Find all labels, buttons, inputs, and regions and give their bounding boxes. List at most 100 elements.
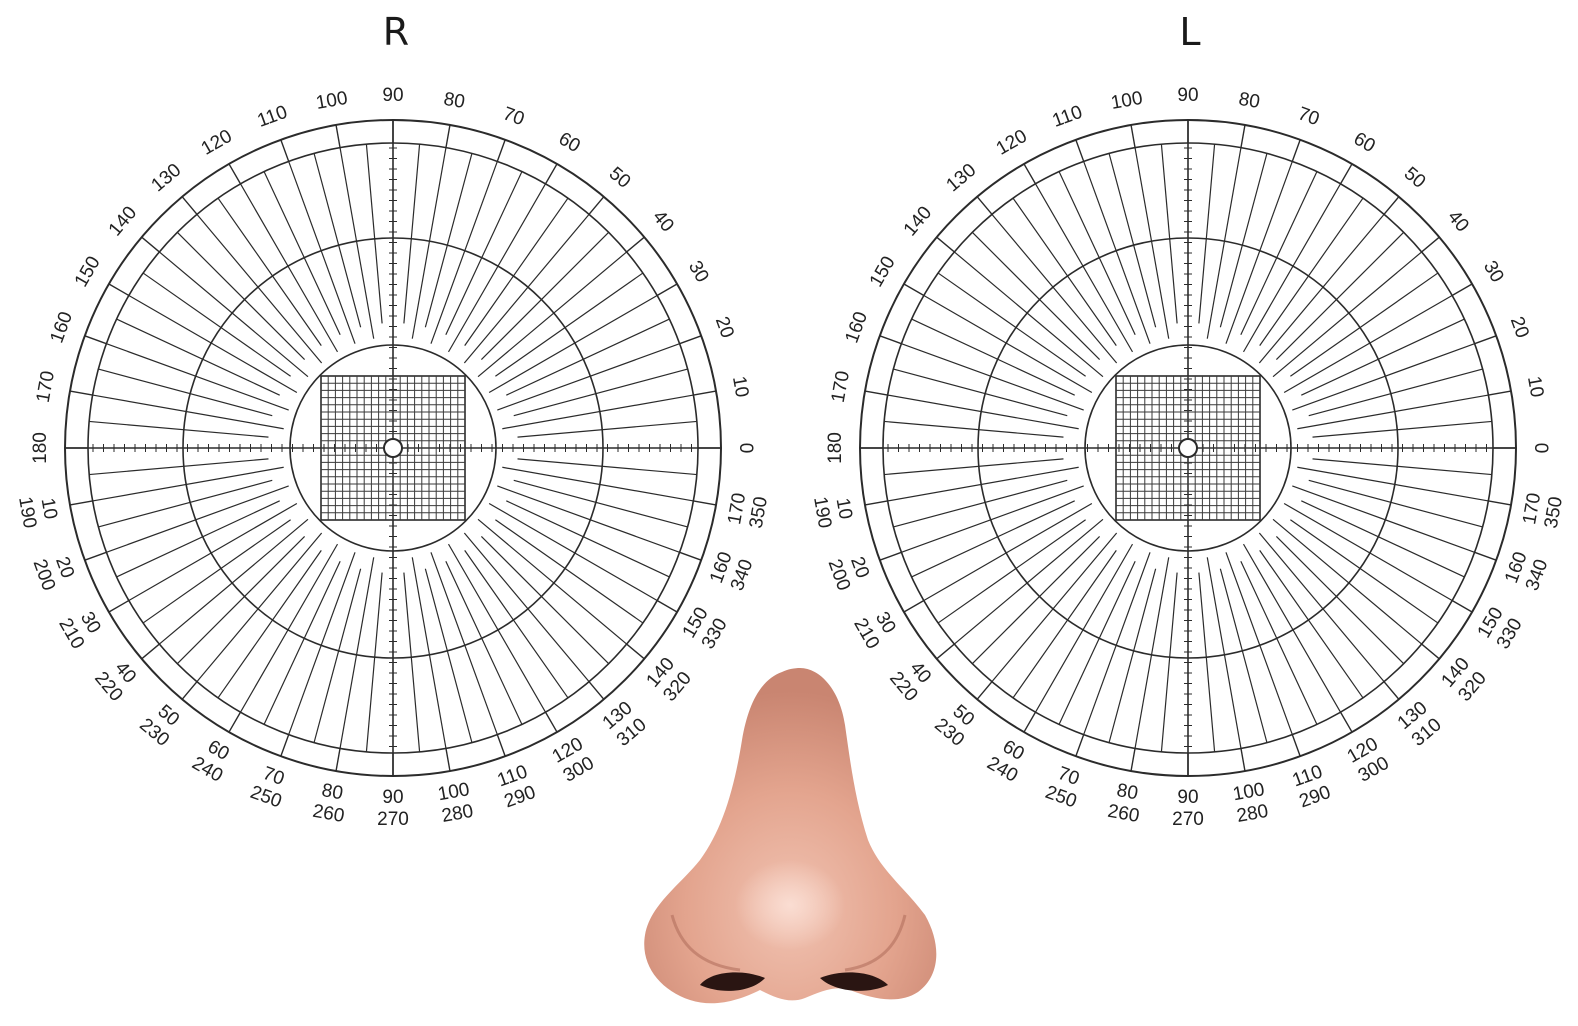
left-radial-line (1083, 161, 1151, 344)
left-degree-label: 160 (841, 309, 872, 346)
right-outer-spoke (181, 681, 198, 700)
left-eye-grid (859, 119, 1517, 777)
left-radial-line (893, 368, 1068, 417)
left-radial-line (1134, 557, 1170, 749)
left-radial-line (1108, 568, 1157, 743)
right-outer-spoke (141, 236, 160, 253)
right-lower-outer-label: 270 (377, 809, 409, 830)
left-radial-line (991, 532, 1118, 683)
left-degree-label: 0 (1530, 443, 1551, 454)
left-degree-label: 130 (943, 160, 981, 196)
left-radial-line (1283, 502, 1453, 602)
right-radial-line (488, 502, 658, 602)
right-outer-spoke (496, 139, 506, 162)
left-outer-spoke (1075, 139, 1085, 162)
right-radial-line (497, 485, 680, 553)
right-outer-spoke (544, 163, 558, 185)
left-radial-line (1240, 171, 1318, 335)
left-radial-line (1012, 197, 1117, 346)
right-outer-spoke (626, 236, 645, 253)
right-radial-line (480, 535, 610, 665)
left-lower-inner-label: 90 (1177, 787, 1198, 808)
left-outer-spoke (1075, 734, 1085, 757)
left-outer-spoke (1023, 163, 1037, 185)
right-degree-label: 140 (105, 203, 141, 241)
left-outer-spoke (1240, 124, 1246, 148)
nose-tip-highlight (735, 860, 845, 950)
left-radial-line (1225, 552, 1293, 735)
right-degree-label: 110 (255, 102, 291, 132)
right-radial-line (411, 147, 447, 339)
left-outer-spoke (1130, 748, 1136, 772)
right-radial-line (176, 231, 306, 361)
right-radial-line (217, 197, 322, 346)
left-radial-line (1275, 535, 1405, 665)
right-outer-spoke (693, 390, 717, 396)
right-degree-label: 80 (442, 89, 466, 113)
left-lower-outer-label: 190 (809, 495, 835, 530)
right-degree-label: 160 (46, 309, 77, 346)
left-radial-line (911, 318, 1075, 396)
right-degree-label: 40 (648, 207, 678, 237)
right-radial-line (239, 183, 339, 353)
nose-illustration (644, 668, 937, 1004)
right-outer-spoke (656, 283, 678, 297)
left-degree-label: 120 (993, 126, 1031, 160)
right-radial-line (339, 557, 375, 749)
right-radial-line (288, 552, 356, 735)
right-radial-line (263, 561, 341, 725)
left-degree-label: 20 (1506, 314, 1533, 341)
right-eye-title: R (383, 10, 409, 54)
left-radial-line (887, 394, 1079, 430)
left-radial-line (937, 519, 1086, 624)
left-radial-line (1034, 543, 1134, 713)
right-radial-line (517, 420, 697, 438)
right-radial-line (158, 251, 309, 378)
left-radial-line (1290, 519, 1439, 624)
left-outer-spoke (1291, 139, 1301, 162)
right-outer-spoke (141, 643, 160, 660)
right-radial-line (116, 500, 280, 578)
left-radial-line (1312, 420, 1492, 438)
right-radial-line (430, 552, 498, 735)
left-outer-spoke (864, 390, 888, 396)
right-degree-label: 150 (71, 253, 105, 291)
right-eye-grid (64, 119, 722, 777)
left-eye-title: L (1179, 10, 1200, 54)
right-radial-line (128, 294, 298, 394)
left-radial-line (1283, 294, 1453, 394)
left-radial-line (1292, 343, 1475, 411)
nose-left-wing-shadow (670, 914, 741, 972)
right-lower-inner-label: 10 (37, 496, 61, 520)
left-radial-line (1219, 153, 1268, 328)
right-radial-line (447, 183, 547, 353)
left-outer-spoke (1383, 681, 1400, 700)
right-radial-line (411, 557, 447, 749)
right-degree-label: 130 (148, 160, 186, 196)
right-radial-line (313, 568, 362, 743)
right-outer-spoke (108, 599, 130, 613)
right-outer-spoke (335, 748, 341, 772)
left-radial-line (971, 535, 1101, 665)
right-degree-label: 100 (314, 88, 349, 114)
left-radial-line (1258, 213, 1385, 364)
left-radial-line (901, 485, 1084, 553)
right-outer-spoke (108, 283, 130, 297)
right-radial-line (445, 171, 523, 335)
right-radial-line (106, 485, 289, 553)
right-radial-line (513, 368, 688, 417)
right-radial-line (477, 518, 628, 645)
left-lower-outer-label: 260 (1106, 801, 1141, 827)
left-radial-line (1242, 183, 1342, 353)
left-degree-label: 180 (825, 432, 846, 464)
right-radial-line (513, 479, 688, 528)
right-radial-line (98, 479, 273, 528)
left-outer-spoke (1474, 551, 1497, 561)
right-radial-line (497, 343, 680, 411)
left-radial-line (1034, 183, 1134, 353)
right-radial-line (477, 251, 628, 378)
right-outer-spoke (679, 335, 702, 345)
right-radial-line (447, 543, 547, 713)
left-lower-outer-label: 280 (1235, 801, 1270, 827)
